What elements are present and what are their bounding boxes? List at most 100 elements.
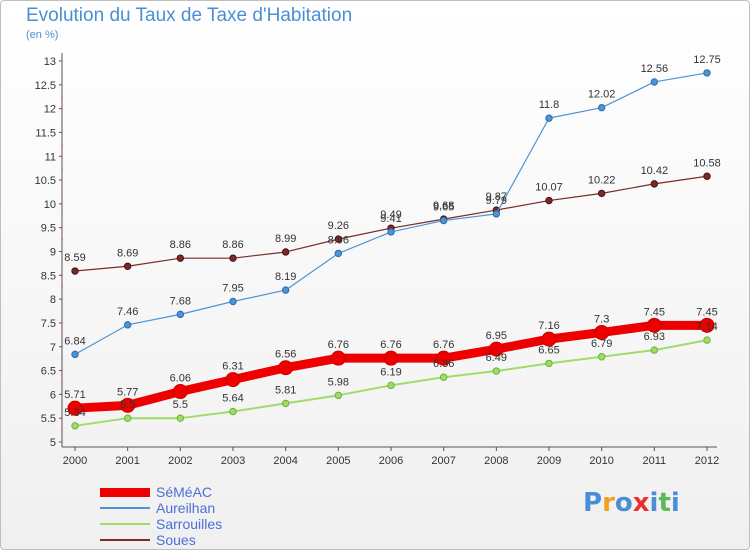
x-tick-label: 2011 xyxy=(643,455,667,467)
data-point xyxy=(120,397,136,413)
y-tick-label: 5.5 xyxy=(41,413,56,425)
data-point xyxy=(281,399,290,408)
data-label: 8.69 xyxy=(117,247,138,259)
data-label: 9.65 xyxy=(433,202,454,214)
data-label: 12.56 xyxy=(641,63,669,75)
data-label: 6.65 xyxy=(538,344,559,356)
data-point xyxy=(387,381,395,390)
y-minor-tick xyxy=(61,345,63,348)
y-tick-label: 8.5 xyxy=(41,270,56,282)
data-label: 7.95 xyxy=(222,283,243,295)
data-point xyxy=(650,180,659,188)
data-point xyxy=(71,422,79,430)
data-point xyxy=(71,267,79,275)
data-point xyxy=(123,414,132,422)
y-minor-tick xyxy=(61,441,63,443)
data-point xyxy=(330,350,346,366)
legend-label: Sarrouilles xyxy=(156,516,223,532)
data-point xyxy=(492,210,501,218)
y-minor-tick xyxy=(61,429,63,431)
x-tick-label: 2007 xyxy=(431,455,455,467)
y-tick-label: 12 xyxy=(44,104,56,116)
legend-swatch xyxy=(100,523,150,525)
y-tick-label: 5 xyxy=(50,437,56,449)
data-label: 6.31 xyxy=(222,361,243,373)
data-point xyxy=(229,407,237,416)
x-tick-label: 2009 xyxy=(537,455,561,467)
data-point xyxy=(229,297,237,306)
data-point xyxy=(650,346,659,354)
data-label: 6.95 xyxy=(486,330,507,342)
data-label: 6.76 xyxy=(433,339,454,351)
y-minor-tick xyxy=(61,84,63,86)
y-minor-tick xyxy=(61,167,63,169)
y-tick-label: 9.5 xyxy=(41,223,56,235)
y-minor-tick xyxy=(61,214,63,217)
data-label: 7.46 xyxy=(117,306,138,318)
y-tick-label: 11 xyxy=(45,151,56,163)
data-label: 6.84 xyxy=(64,335,85,347)
data-label: 8.86 xyxy=(170,239,191,251)
y-minor-tick xyxy=(61,286,63,289)
y-minor-tick xyxy=(61,119,63,122)
data-point xyxy=(225,372,241,388)
data-point xyxy=(176,254,185,262)
y-tick-label: 12.5 xyxy=(35,80,56,92)
data-label: 6.36 xyxy=(433,358,454,370)
x-tick-label: 2000 xyxy=(63,455,87,467)
y-minor-tick xyxy=(61,179,63,181)
data-point xyxy=(703,336,711,344)
data-point xyxy=(597,353,606,361)
data-point xyxy=(172,384,188,400)
x-tick-label: 2004 xyxy=(273,455,297,467)
data-point xyxy=(278,360,294,376)
x-tick-label: 2006 xyxy=(379,455,403,467)
y-minor-tick xyxy=(61,381,63,384)
data-point xyxy=(439,216,448,225)
data-point xyxy=(281,248,290,256)
y-minor-tick xyxy=(61,95,63,98)
data-label: 5.77 xyxy=(117,386,138,398)
y-minor-tick xyxy=(61,238,63,241)
y-tick-label: 8 xyxy=(50,294,56,306)
data-label: 9.41 xyxy=(380,213,401,225)
data-point xyxy=(229,254,237,262)
x-tick-label: 2002 xyxy=(168,455,192,467)
data-point xyxy=(436,350,452,366)
data-label: 12.75 xyxy=(693,54,721,66)
y-minor-tick xyxy=(61,203,63,205)
data-label: 6.76 xyxy=(380,339,401,351)
data-label: 11.8 xyxy=(539,99,560,111)
data-label: 5.5 xyxy=(120,399,135,411)
y-tick-label: 7.5 xyxy=(41,318,56,330)
x-tick-label: 2008 xyxy=(484,455,508,467)
data-point xyxy=(67,400,83,416)
legend-swatch xyxy=(100,507,150,509)
data-point xyxy=(541,331,557,347)
data-label: 7.45 xyxy=(696,306,717,318)
data-point xyxy=(176,310,185,319)
data-point xyxy=(123,262,132,270)
data-point xyxy=(387,228,395,236)
data-label: 10.58 xyxy=(693,157,721,169)
y-tick-label: 13 xyxy=(44,56,56,68)
data-point xyxy=(545,114,553,122)
y-minor-tick xyxy=(61,369,63,372)
data-point xyxy=(71,350,79,359)
chart-title: Evolution du Taux de Taxe d'Habitation xyxy=(26,5,353,26)
data-point xyxy=(545,359,553,368)
y-minor-tick xyxy=(61,274,63,277)
data-label: 9.79 xyxy=(486,195,507,207)
data-label: 5.5 xyxy=(173,399,188,411)
legend-swatch xyxy=(100,539,150,541)
data-label: 9.49 xyxy=(380,209,401,221)
x-tick-label: 2010 xyxy=(589,455,613,467)
data-label: 10.42 xyxy=(641,165,669,177)
data-label: 6.93 xyxy=(644,331,665,343)
data-point xyxy=(281,286,290,294)
data-point xyxy=(597,189,606,198)
data-point xyxy=(650,78,659,86)
data-label: 7.14 xyxy=(696,321,717,333)
data-label: 9.26 xyxy=(328,220,349,232)
